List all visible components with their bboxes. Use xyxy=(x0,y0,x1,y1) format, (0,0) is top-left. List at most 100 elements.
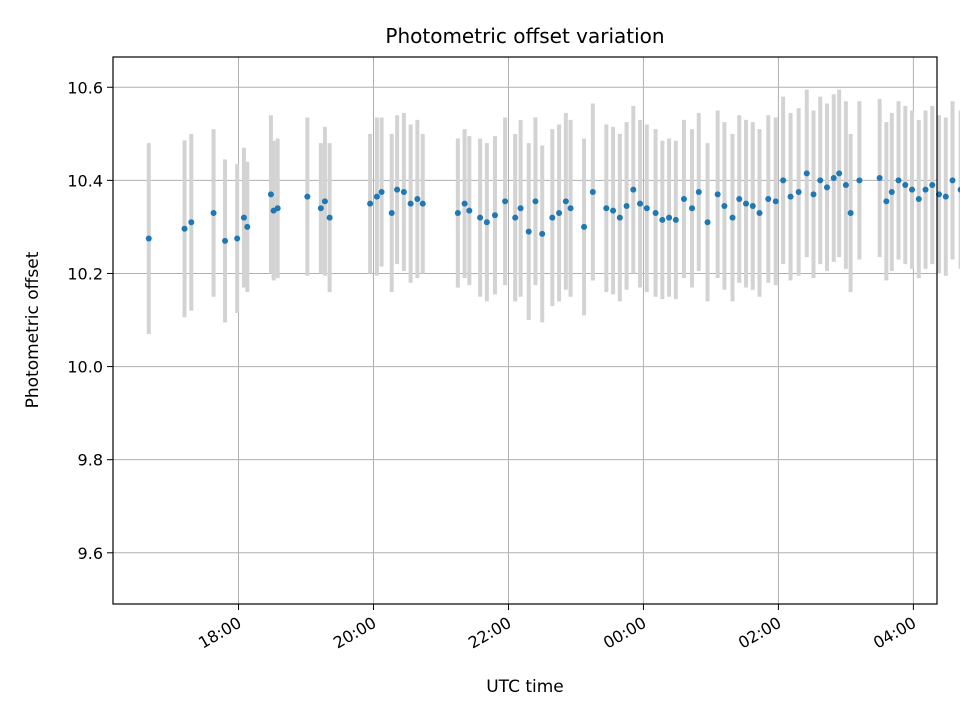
y-tick-label: 10.6 xyxy=(67,78,103,97)
y-tick-label: 10.0 xyxy=(67,358,103,377)
data-point xyxy=(414,195,421,202)
data-point xyxy=(267,191,274,198)
data-point xyxy=(549,214,556,221)
data-point xyxy=(765,195,772,202)
y-tick-label: 9.8 xyxy=(78,451,103,470)
data-point xyxy=(388,209,395,216)
data-point xyxy=(810,191,817,198)
data-point xyxy=(689,205,696,212)
data-point xyxy=(603,205,610,212)
data-point xyxy=(539,230,546,237)
data-point xyxy=(532,198,539,205)
data-point xyxy=(659,216,666,223)
data-point xyxy=(378,189,385,196)
data-point xyxy=(610,207,617,214)
data-point xyxy=(830,175,837,182)
data-point xyxy=(856,177,863,184)
data-point xyxy=(847,209,854,216)
data-point xyxy=(623,202,630,209)
data-point xyxy=(942,193,949,200)
y-axis-ticks: 9.6 9.8 10.0 10.2 10.4 10.6 xyxy=(67,78,113,563)
data-point xyxy=(652,209,659,216)
data-point xyxy=(729,214,736,221)
data-point xyxy=(749,202,756,209)
data-point xyxy=(367,200,374,207)
data-point xyxy=(589,189,596,196)
data-point xyxy=(525,228,532,235)
data-point xyxy=(321,198,328,205)
y-tick-label: 10.2 xyxy=(67,264,103,283)
data-point xyxy=(562,198,569,205)
data-point xyxy=(695,189,702,196)
data-point xyxy=(466,207,473,214)
data-point xyxy=(234,235,241,242)
data-point xyxy=(630,186,637,193)
data-point xyxy=(407,200,414,207)
data-point xyxy=(556,209,563,216)
data-point xyxy=(567,205,574,212)
data-point xyxy=(502,198,509,205)
data-point xyxy=(949,177,956,184)
data-point xyxy=(477,214,484,221)
data-point xyxy=(714,191,721,198)
data-point xyxy=(672,216,679,223)
data-point xyxy=(736,195,743,202)
data-point xyxy=(795,189,802,196)
chart-title: Photometric offset variation xyxy=(385,24,664,48)
data-point xyxy=(756,209,763,216)
data-point xyxy=(876,175,883,182)
data-point xyxy=(454,209,461,216)
plot-area-frame xyxy=(112,56,938,605)
data-point xyxy=(483,219,490,226)
y-tick-label: 9.6 xyxy=(78,544,103,563)
data-point xyxy=(643,205,650,212)
data-point xyxy=(637,200,644,207)
y-tick-label: 10.4 xyxy=(67,171,103,190)
data-point xyxy=(512,214,519,221)
data-point xyxy=(915,195,922,202)
data-point xyxy=(304,193,311,200)
data-point xyxy=(461,200,468,207)
data-point xyxy=(616,214,623,221)
data-point xyxy=(244,223,251,230)
data-point xyxy=(666,214,673,221)
data-point xyxy=(909,186,916,193)
data-point xyxy=(326,214,333,221)
data-point xyxy=(957,186,960,193)
data-point xyxy=(842,182,849,189)
data-point xyxy=(836,170,843,177)
data-point xyxy=(922,186,929,193)
data-point xyxy=(902,182,909,189)
data-point xyxy=(317,205,324,212)
data-point xyxy=(222,237,229,244)
data-point xyxy=(721,202,728,209)
data-point xyxy=(888,189,895,196)
data-point xyxy=(787,193,794,200)
data-point xyxy=(394,186,401,193)
x-axis-label: UTC time xyxy=(486,677,564,697)
data-point xyxy=(883,198,890,205)
y-axis-label: Photometric offset xyxy=(23,251,43,408)
data-point xyxy=(895,177,902,184)
data-point xyxy=(373,193,380,200)
data-point xyxy=(419,200,426,207)
data-point xyxy=(145,235,152,242)
data-point xyxy=(780,177,787,184)
data-point xyxy=(240,214,247,221)
data-points xyxy=(145,170,960,244)
data-point xyxy=(188,219,195,226)
data-point xyxy=(274,205,281,212)
data-point xyxy=(581,223,588,230)
data-point xyxy=(400,189,407,196)
data-point xyxy=(929,182,936,189)
data-point xyxy=(181,225,188,232)
data-point xyxy=(491,212,498,219)
data-point xyxy=(772,198,779,205)
data-point xyxy=(823,184,830,191)
data-point xyxy=(210,209,217,216)
data-point xyxy=(743,200,750,207)
data-point xyxy=(704,219,711,226)
data-point xyxy=(680,195,687,202)
